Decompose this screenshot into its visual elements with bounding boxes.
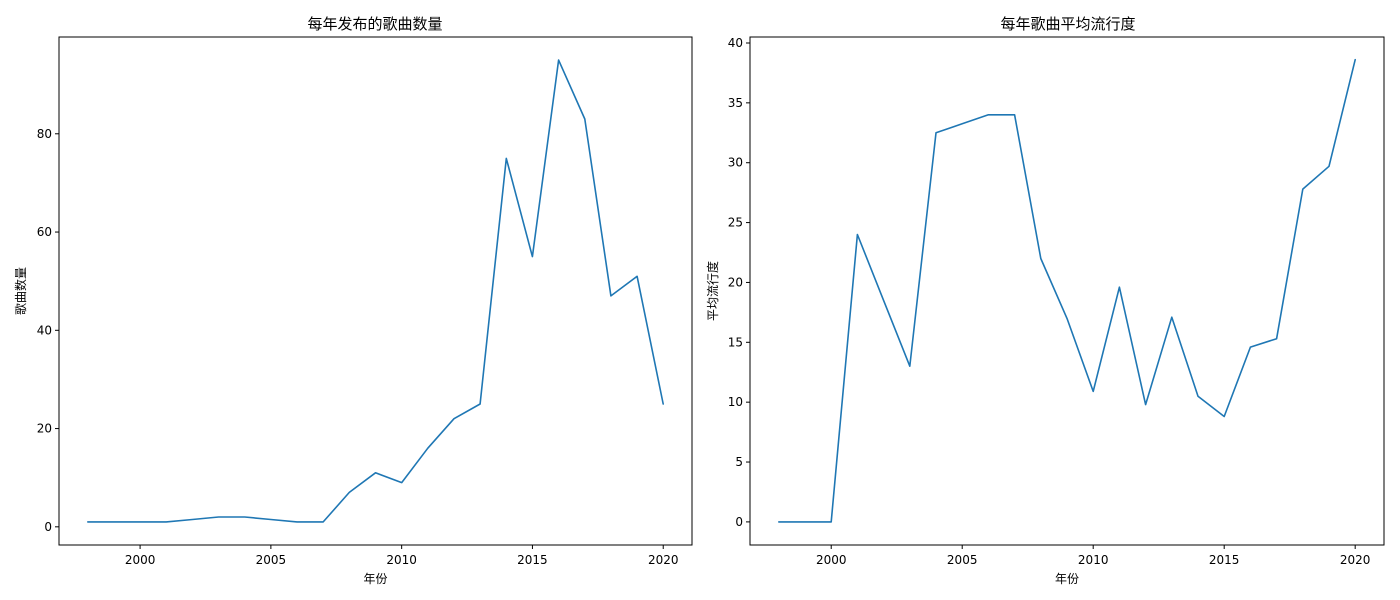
x-tick-label: 2010	[1078, 553, 1109, 567]
tick-layer: 2000 2005 2010 2015 2020 0 5 10 15 20 25 30 35 40	[728, 36, 1371, 567]
x-axis-label: 年份	[363, 572, 387, 586]
y-tick-label: 20	[728, 275, 743, 289]
plot-area-frame	[58, 36, 693, 546]
y-tick-label: 60	[37, 225, 52, 239]
x-tick-label: 2015	[517, 553, 548, 567]
series-line	[778, 58, 1356, 523]
chart-title: 每年歌曲平均流行度	[1000, 15, 1135, 33]
x-tick-label: 2020	[1340, 553, 1371, 567]
y-tick-label: 20	[37, 422, 52, 436]
x-tick-label: 2015	[1209, 553, 1240, 567]
songs-per-year-chart: 每年发布的歌曲数量 2000 2005 2010 2015 2020020406080 …	[13, 15, 693, 586]
y-tick-label: 40	[728, 36, 743, 50]
avg-popularity-chart: 每年歌曲平均流行度 2000 2005 2010 2015 2020 0 5 10 15 20 25…	[705, 15, 1385, 586]
y-tick-label: 35	[728, 96, 743, 110]
chart-title: 每年发布的歌曲数量	[307, 15, 442, 33]
x-tick-label: 2010	[386, 553, 417, 567]
x-tick-label: 2005	[256, 553, 287, 567]
y-tick-label: 0	[735, 515, 743, 529]
y-axis-label: 平均流行度	[705, 261, 720, 321]
y-tick-label: 10	[728, 395, 743, 409]
x-tick-label: 2020	[648, 553, 679, 567]
y-tick-label: 0	[44, 520, 52, 534]
y-tick-label: 80	[37, 127, 52, 141]
y-tick-label: 40	[37, 323, 52, 337]
x-axis-label: 年份	[1055, 572, 1079, 586]
tick-layer: 2000 2005 2010 2015 2020 0 20 40 60 80	[37, 127, 679, 567]
y-tick-label: 25	[728, 216, 743, 230]
plot-area-frame	[749, 36, 1385, 546]
y-tick-label: 15	[728, 335, 743, 349]
y-tick-label: 30	[728, 156, 743, 170]
series-line	[87, 59, 664, 523]
x-tick-label: 2000	[816, 553, 847, 567]
y-axis-label: 歌曲数量	[13, 267, 28, 315]
x-tick-label: 2000	[125, 553, 156, 567]
x-tick-label: 2005	[947, 553, 978, 567]
y-tick-label: 5	[735, 455, 743, 469]
